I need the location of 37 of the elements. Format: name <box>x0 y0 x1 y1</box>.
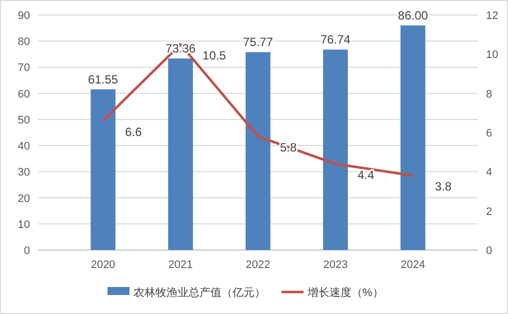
x-tick-label: 2024 <box>400 259 426 271</box>
legend-label: 农林牧渔业总产值（亿元） <box>134 286 266 299</box>
data-label: 61.55 <box>88 72 118 86</box>
bar <box>323 50 348 250</box>
y-tick-label: 90 <box>18 10 30 22</box>
y-tick-label: 0 <box>24 245 30 257</box>
y-tick-label: 60 <box>18 88 30 100</box>
y-tick-label: 30 <box>18 166 30 179</box>
y-tick-label: 40 <box>18 140 30 153</box>
data-label: 86.00 <box>398 8 428 22</box>
bar <box>168 58 193 250</box>
y2-tick-label: 10 <box>486 49 498 62</box>
data-label: 3.8 <box>434 180 452 194</box>
x-tick-label: 2020 <box>90 259 116 271</box>
y2-tick-label: 6 <box>486 128 492 140</box>
x-tick-label: 2021 <box>168 259 193 271</box>
y-tick-label: 70 <box>18 62 30 74</box>
y2-tick-label: 0 <box>486 245 492 257</box>
y2-tick-label: 2 <box>486 206 492 218</box>
legend-label: 增长速度（%） <box>306 286 384 299</box>
y-tick-label: 20 <box>18 192 30 205</box>
y-tick-label: 50 <box>18 114 30 126</box>
bar <box>400 25 426 250</box>
data-label: 75.77 <box>242 35 274 50</box>
data-label: 4.4 <box>357 168 374 182</box>
data-label: 10.5 <box>202 48 226 62</box>
data-label: 76.74 <box>320 32 351 47</box>
y2-tick-label: 4 <box>486 166 492 179</box>
y2-tick-label: 8 <box>486 88 492 100</box>
y2-tick-label: 12 <box>486 10 498 22</box>
data-label: 6.6 <box>125 124 142 139</box>
y-tick-label: 80 <box>18 36 30 48</box>
bar <box>246 52 270 250</box>
y-tick-label: 10 <box>18 218 30 231</box>
x-tick-label: 2022 <box>246 259 270 271</box>
x-tick-label: 2023 <box>323 259 348 271</box>
bar <box>90 89 116 250</box>
